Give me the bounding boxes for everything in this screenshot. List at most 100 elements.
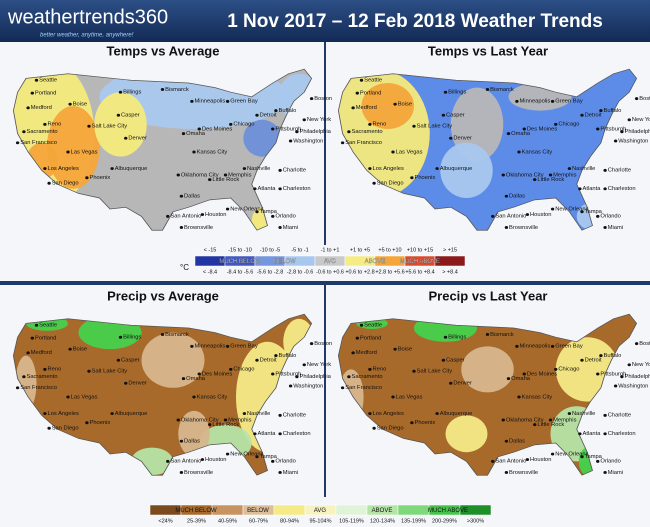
map-title: Temps vs Average [107, 43, 220, 58]
city-label: Memphis [228, 173, 252, 179]
city-dot [567, 167, 572, 171]
city-dot [309, 342, 314, 346]
city-label: Brownsville [184, 225, 213, 231]
city-label: Omaha [511, 376, 530, 382]
legend-class: MUCH BELOW [219, 259, 261, 265]
city-label: Medford [356, 350, 377, 356]
city-dot [412, 369, 416, 373]
city-dot [255, 455, 259, 459]
city-dot [225, 344, 230, 348]
tagline: better weather, anytime, anywhere! [40, 33, 134, 39]
city-label: Tampa [585, 209, 602, 215]
city-label: Boise [73, 347, 87, 353]
city-dot [26, 351, 30, 355]
legend-range: >300% [467, 518, 484, 524]
legend-range: +2.8 to +5.6 [375, 269, 404, 275]
city-dot [179, 194, 184, 198]
city-dot [197, 372, 201, 376]
city-label: Los Angeles [48, 411, 80, 417]
city-dot [288, 139, 293, 143]
city-label: Casper [446, 358, 465, 364]
legend-range: -15 to -10 [228, 247, 252, 253]
city-label: Little Rock [537, 177, 564, 183]
city-dot [441, 113, 446, 117]
city-dot [603, 187, 607, 191]
city-dot [485, 87, 490, 91]
city-label: Reno [373, 367, 387, 373]
city-label: Boise [73, 102, 87, 108]
city-dot [449, 381, 453, 385]
city-label: Buffalo [279, 108, 297, 114]
legend-swatch [459, 504, 492, 516]
city-dot [550, 207, 555, 211]
city-dot [410, 176, 414, 180]
city-label: Denver [128, 136, 147, 142]
legend-range: < -8.4 [203, 269, 217, 275]
city-dot [613, 139, 618, 143]
legend-swatch [397, 504, 430, 516]
legend-range: -2.8 to -0.6 [287, 269, 314, 275]
city-label: Chicago [233, 367, 254, 373]
city-dot [271, 214, 275, 218]
city-label: Tampa [585, 454, 602, 460]
city-label: San Antonio [170, 459, 201, 465]
city-label: Atlanta [258, 431, 276, 437]
map-region [361, 83, 414, 129]
map-region [461, 346, 514, 393]
legend-range: -8.4 to -5.6 [227, 269, 254, 275]
city-dot [242, 167, 247, 171]
city-dot [504, 225, 509, 229]
city-label: San Francisco [345, 140, 382, 146]
city-dot [347, 130, 351, 134]
legend-range: 200-299% [432, 518, 457, 524]
city-dot [30, 91, 34, 95]
city-label: Reno [48, 122, 62, 128]
city-label: Nashville [247, 166, 270, 172]
city-label: Oklahoma City [181, 418, 219, 424]
city-label: Casper [121, 358, 140, 364]
city-label: Des Moines [202, 127, 233, 133]
logo: weathertrends360 [7, 6, 168, 28]
city-dot [253, 432, 257, 436]
city-label: San Francisco [20, 140, 57, 146]
legend-range: 60-79% [249, 518, 268, 524]
legend-range: +5 to +10 [378, 247, 401, 253]
city-label: San Antonio [495, 459, 526, 465]
city-dot [295, 130, 299, 134]
city-dot [295, 375, 299, 379]
city-label: Pittsburgh [275, 372, 301, 378]
city-dot [278, 470, 282, 474]
city-dot [517, 395, 521, 399]
city-label: Charlotte [608, 413, 631, 419]
city-label: New Orleans [230, 452, 264, 458]
map-region [94, 92, 147, 157]
city-label: Albuquerque [440, 411, 473, 417]
city-label: Miami [608, 225, 623, 231]
city-label: Kansas City [197, 150, 228, 156]
city-label: Charlotte [608, 168, 631, 174]
city-label: Dallas [184, 194, 200, 200]
city-label: Los Angeles [48, 166, 80, 172]
city-dot [627, 363, 631, 367]
city-dot [116, 358, 121, 362]
city-label: Salt Lake City [92, 369, 128, 375]
city-dot [223, 418, 228, 422]
city-dot [179, 470, 184, 474]
city-label: Seattle [364, 323, 382, 329]
map-title: Precip vs Last Year [428, 288, 547, 303]
city-label: Miami [283, 225, 298, 231]
map-region [178, 410, 210, 457]
city-dot [393, 347, 397, 351]
city-label: Atlanta [258, 186, 276, 192]
city-label: Salt Lake City [92, 124, 128, 130]
legend-range: +0.6 to +2.8 [345, 269, 374, 275]
legend-range: < -15 [204, 247, 217, 253]
city-dot [504, 470, 509, 474]
city-label: Portland [35, 336, 56, 342]
city-dot [87, 124, 91, 128]
city-dot [550, 452, 555, 456]
city-dot [160, 87, 165, 91]
city-label: Portland [360, 336, 381, 342]
city-dot [554, 367, 558, 371]
city-dot [613, 384, 618, 388]
